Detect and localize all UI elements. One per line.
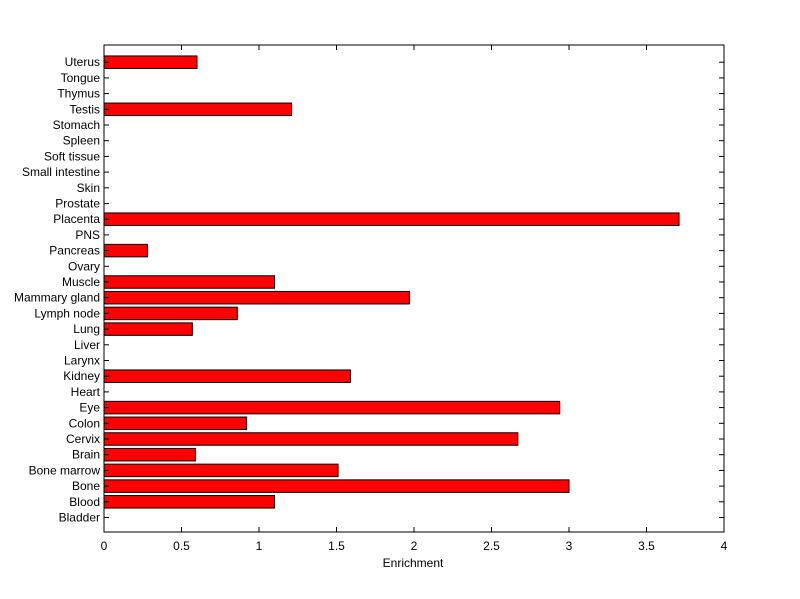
y-tick-label: Ovary: [68, 259, 100, 273]
bar-lung: [103, 322, 193, 336]
bar-mammary-gland: [103, 290, 410, 305]
y-tick-label: Bladder: [59, 511, 100, 525]
y-tick-label: Kidney: [63, 369, 100, 383]
y-tick-label: Heart: [71, 385, 101, 399]
x-tick-label: 1.5: [328, 539, 345, 553]
y-tick-label: Small intestine: [22, 165, 100, 179]
x-tick-label: 3: [566, 539, 573, 553]
y-tick-label: Bone: [72, 479, 100, 493]
y-tick-label: Larynx: [64, 354, 100, 368]
y-tick-label: Eye: [79, 401, 100, 415]
x-tick-label: 0: [101, 539, 108, 553]
bar-pancreas: [103, 243, 148, 258]
y-tick-label: Lymph node: [34, 306, 100, 320]
ticks-group: [103, 45, 725, 532]
x-tick-label: 4: [721, 539, 728, 553]
y-tick-label: Muscle: [62, 275, 100, 289]
y-tick-label: Pancreas: [49, 244, 100, 258]
y-tick-label: Uterus: [65, 55, 100, 69]
y-tick-label: Cervix: [66, 432, 100, 446]
y-tick-label: Soft tissue: [44, 149, 100, 163]
bar-lymph-node: [103, 306, 238, 321]
bar-testis: [103, 102, 293, 117]
x-tick-label: 2.5: [483, 539, 500, 553]
bar-brain: [103, 447, 196, 462]
y-tick-label: Testis: [69, 102, 100, 116]
plot-frame: [103, 44, 725, 533]
bar-bone-marrow: [103, 463, 339, 478]
y-tick-label: Blood: [69, 495, 100, 509]
y-tick-label: Mammary gland: [14, 291, 100, 305]
x-tick-label: 1: [256, 539, 263, 553]
y-tick-label: Thymus: [57, 87, 100, 101]
bar-muscle: [103, 275, 275, 289]
bar-blood: [103, 495, 275, 509]
y-tick-label: PNS: [75, 228, 100, 242]
y-tick-label: Prostate: [55, 197, 100, 211]
y-tick-label: Liver: [74, 338, 100, 352]
bar-placenta: [103, 212, 680, 226]
y-tick-label: Bone marrow: [29, 463, 101, 477]
bar-cervix: [103, 432, 519, 446]
y-tick-label: Lung: [73, 322, 100, 336]
bar-bone: [103, 479, 570, 493]
bar-colon: [103, 416, 248, 431]
x-tick-labels: 0 0.5 1 1.5 2 2.5 3 3.5 4: [101, 539, 728, 553]
x-axis-title: Enrichment: [383, 556, 444, 570]
y-tick-label: Placenta: [53, 212, 100, 226]
bar-uterus: [103, 55, 198, 69]
y-tick-label: Brain: [72, 448, 100, 462]
y-tick-label: Tongue: [61, 71, 101, 85]
y-tick-label: Skin: [77, 181, 100, 195]
y-tick-label: Stomach: [53, 118, 100, 132]
y-tick-label: Spleen: [63, 134, 100, 148]
bar-eye: [103, 400, 561, 415]
x-tick-label: 3.5: [638, 539, 655, 553]
bar-kidney: [103, 369, 351, 383]
x-tick-label: 2: [411, 539, 418, 553]
y-tick-label: Colon: [69, 416, 100, 430]
x-tick-label: 0.5: [173, 539, 190, 553]
